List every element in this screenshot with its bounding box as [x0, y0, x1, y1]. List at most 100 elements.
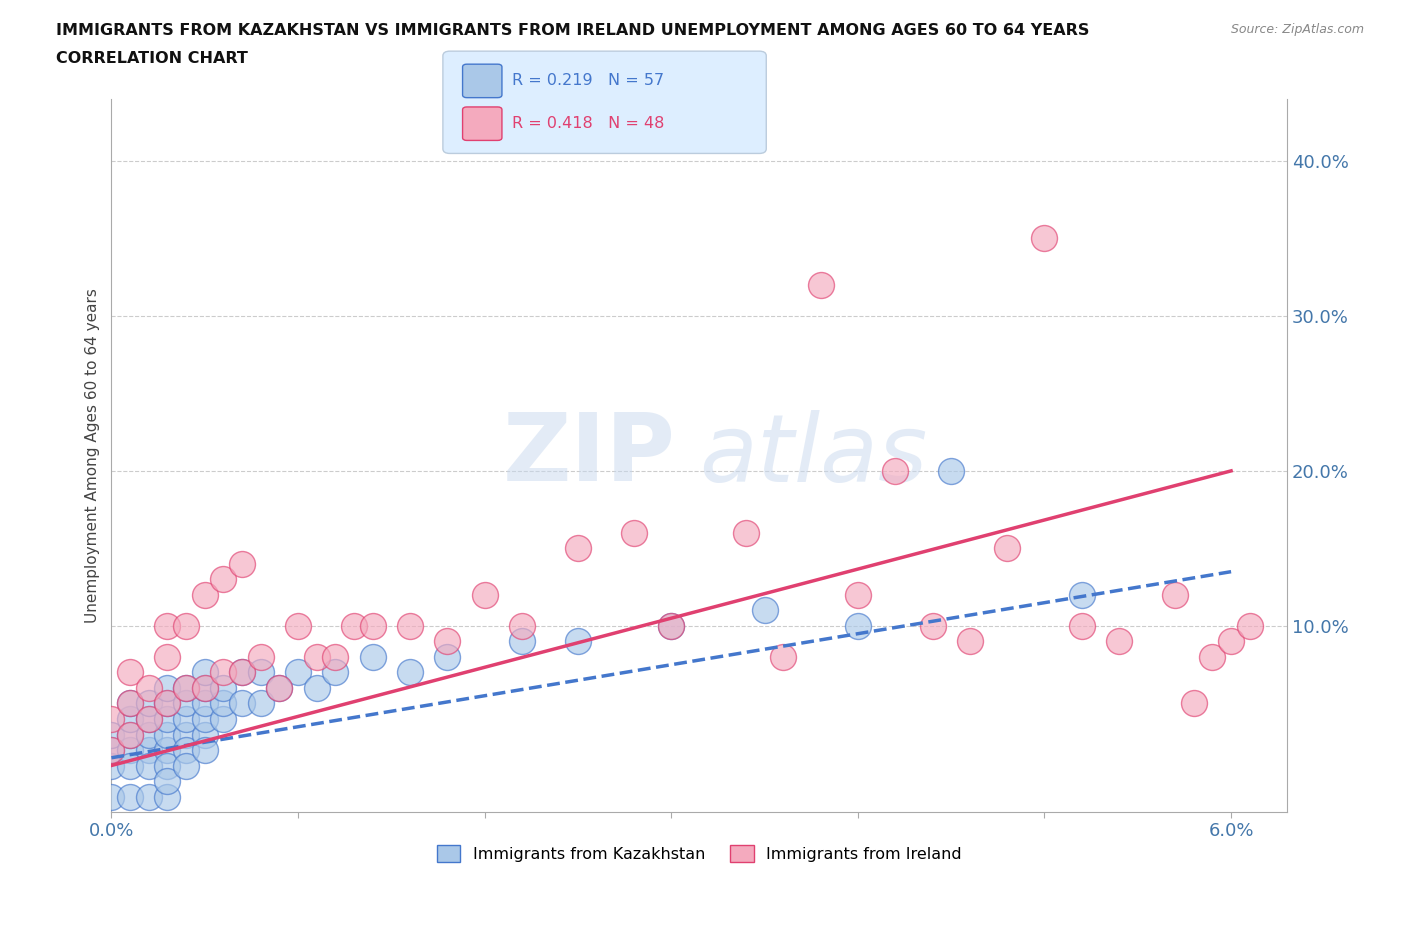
Point	[156, 681, 179, 696]
Point	[194, 681, 217, 696]
Point	[846, 618, 869, 633]
Point	[120, 758, 142, 773]
Point	[194, 588, 217, 603]
Point	[212, 696, 235, 711]
Point	[174, 681, 197, 696]
Point	[659, 618, 682, 633]
Point	[623, 525, 645, 540]
Point	[100, 711, 122, 726]
Point	[120, 727, 142, 742]
Point	[1182, 696, 1205, 711]
Point	[100, 789, 122, 804]
Point	[287, 618, 309, 633]
Point	[138, 711, 160, 726]
Point	[174, 618, 197, 633]
Point	[212, 681, 235, 696]
Text: IMMIGRANTS FROM KAZAKHSTAN VS IMMIGRANTS FROM IRELAND UNEMPLOYMENT AMONG AGES 60: IMMIGRANTS FROM KAZAKHSTAN VS IMMIGRANTS…	[56, 23, 1090, 38]
Point	[510, 618, 533, 633]
Point	[156, 618, 179, 633]
Point	[399, 665, 422, 680]
Text: Source: ZipAtlas.com: Source: ZipAtlas.com	[1230, 23, 1364, 36]
Point	[156, 696, 179, 711]
Point	[194, 727, 217, 742]
Point	[249, 665, 271, 680]
Point	[212, 572, 235, 587]
Point	[959, 634, 981, 649]
Point	[174, 696, 197, 711]
Point	[156, 742, 179, 757]
Point	[120, 711, 142, 726]
Point	[325, 649, 347, 664]
Point	[138, 727, 160, 742]
Point	[194, 681, 217, 696]
Point	[810, 277, 832, 292]
Point	[325, 665, 347, 680]
Point	[941, 463, 963, 478]
Point	[156, 711, 179, 726]
Point	[361, 649, 384, 664]
Point	[754, 603, 776, 618]
Point	[1108, 634, 1130, 649]
Text: R = 0.418   N = 48: R = 0.418 N = 48	[512, 116, 664, 131]
Point	[174, 711, 197, 726]
Point	[138, 681, 160, 696]
Point	[249, 696, 271, 711]
Point	[1201, 649, 1223, 664]
Point	[156, 727, 179, 742]
Point	[1164, 588, 1187, 603]
Point	[120, 727, 142, 742]
Point	[156, 696, 179, 711]
Point	[120, 789, 142, 804]
Point	[361, 618, 384, 633]
Point	[120, 696, 142, 711]
Point	[436, 634, 458, 649]
Point	[1070, 618, 1092, 633]
Point	[212, 711, 235, 726]
Point	[138, 742, 160, 757]
Point	[510, 634, 533, 649]
Legend: Immigrants from Kazakhstan, Immigrants from Ireland: Immigrants from Kazakhstan, Immigrants f…	[430, 839, 969, 869]
Point	[1033, 231, 1056, 246]
Y-axis label: Unemployment Among Ages 60 to 64 years: Unemployment Among Ages 60 to 64 years	[86, 288, 100, 623]
Point	[1239, 618, 1261, 633]
Point	[231, 665, 253, 680]
Point	[120, 742, 142, 757]
Point	[231, 665, 253, 680]
Point	[884, 463, 907, 478]
Point	[399, 618, 422, 633]
Point	[194, 665, 217, 680]
Point	[846, 588, 869, 603]
Text: R = 0.219   N = 57: R = 0.219 N = 57	[512, 73, 664, 88]
Text: ZIP: ZIP	[503, 409, 676, 501]
Point	[100, 742, 122, 757]
Point	[100, 758, 122, 773]
Point	[120, 696, 142, 711]
Point	[305, 681, 328, 696]
Point	[138, 758, 160, 773]
Point	[156, 649, 179, 664]
Point	[287, 665, 309, 680]
Point	[212, 665, 235, 680]
Point	[436, 649, 458, 664]
Text: CORRELATION CHART: CORRELATION CHART	[56, 51, 247, 66]
Point	[567, 541, 589, 556]
Point	[305, 649, 328, 664]
Point	[174, 742, 197, 757]
Text: atlas: atlas	[699, 410, 928, 501]
Point	[174, 758, 197, 773]
Point	[194, 742, 217, 757]
Point	[659, 618, 682, 633]
Point	[567, 634, 589, 649]
Point	[735, 525, 758, 540]
Point	[174, 681, 197, 696]
Point	[156, 758, 179, 773]
Point	[156, 774, 179, 789]
Point	[138, 696, 160, 711]
Point	[100, 742, 122, 757]
Point	[174, 727, 197, 742]
Point	[269, 681, 291, 696]
Point	[231, 696, 253, 711]
Point	[156, 789, 179, 804]
Point	[995, 541, 1018, 556]
Point	[194, 696, 217, 711]
